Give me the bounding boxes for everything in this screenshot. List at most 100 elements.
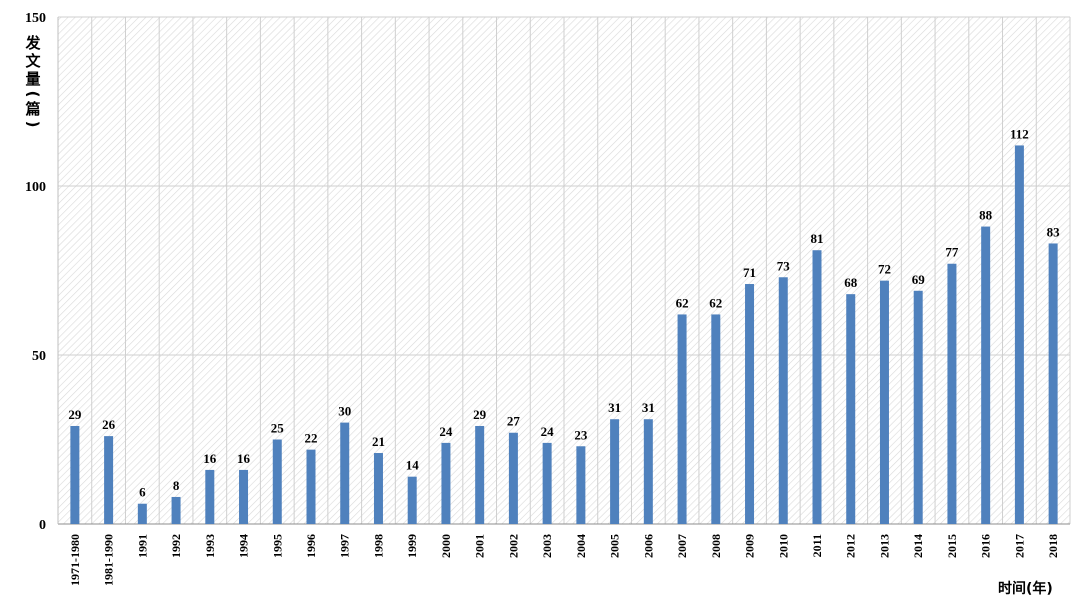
bar <box>306 449 316 524</box>
data-label: 77 <box>945 245 959 260</box>
x-tick-label: 2001 <box>473 534 487 558</box>
x-tick-label: 2017 <box>1012 534 1026 558</box>
y-tick-label: 150 <box>25 11 46 26</box>
data-label: 71 <box>743 265 756 280</box>
bar <box>407 476 417 524</box>
x-tick-label: 2005 <box>608 534 622 558</box>
bar <box>475 425 485 524</box>
x-tick-label: 2016 <box>979 534 993 558</box>
data-label: 62 <box>676 295 689 310</box>
data-label: 73 <box>777 258 791 273</box>
bar <box>745 284 755 524</box>
x-tick-label: 2013 <box>877 534 891 558</box>
bar <box>239 469 249 524</box>
bar <box>441 442 451 524</box>
y-axis-label-char: 文 <box>25 52 41 70</box>
bar <box>879 280 889 524</box>
x-tick-label: 2018 <box>1046 534 1060 558</box>
x-axis-label: 时间(年) <box>998 581 1053 597</box>
data-label: 29 <box>473 407 487 422</box>
bar <box>576 446 586 524</box>
data-label: 62 <box>709 295 722 310</box>
y-tick-label: 100 <box>25 180 46 195</box>
x-tick-label: 2012 <box>844 534 858 558</box>
x-tick-label: 1999 <box>405 534 419 558</box>
data-label: 83 <box>1047 224 1061 239</box>
x-tick-label: 2008 <box>709 534 723 558</box>
y-tick-label: 0 <box>39 518 46 533</box>
x-tick-label: 1995 <box>270 534 284 558</box>
data-label: 69 <box>912 272 926 287</box>
x-tick-label: 1993 <box>203 534 217 558</box>
data-label: 24 <box>439 424 453 439</box>
data-label: 26 <box>102 417 116 432</box>
data-label: 72 <box>878 262 891 277</box>
x-tick-label: 1997 <box>338 534 352 558</box>
data-label: 30 <box>338 404 351 419</box>
data-label: 22 <box>305 431 318 446</box>
bars <box>70 145 1058 524</box>
y-axis-label-char: ( <box>24 90 42 98</box>
x-tick-label: 1996 <box>304 534 318 558</box>
bar <box>981 226 991 524</box>
data-label: 81 <box>811 231 824 246</box>
x-tick-label: 2010 <box>776 534 790 558</box>
bar <box>137 503 147 524</box>
data-label: 31 <box>608 400 621 415</box>
bar <box>542 442 552 524</box>
bar <box>846 294 856 524</box>
x-tick-label: 1971-1980 <box>68 534 82 586</box>
data-label: 21 <box>372 434 385 449</box>
x-tick-label: 2000 <box>439 534 453 558</box>
x-tick-label: 2002 <box>506 534 520 558</box>
data-label: 16 <box>203 451 217 466</box>
data-label: 6 <box>139 485 146 500</box>
bar <box>1014 145 1024 524</box>
x-tick-label: 1991 <box>135 534 149 558</box>
x-tick-label: 1992 <box>169 534 183 558</box>
data-label: 29 <box>68 407 82 422</box>
bar <box>70 425 80 524</box>
x-tick-label: 1994 <box>237 534 251 558</box>
bar <box>812 250 822 524</box>
data-label: 27 <box>507 414 521 429</box>
x-tick-label: 1981-1990 <box>102 534 116 586</box>
bar <box>508 432 518 524</box>
data-label: 68 <box>844 275 858 290</box>
bar <box>1048 243 1058 524</box>
x-tick-label: 2011 <box>810 534 824 557</box>
data-label: 31 <box>642 400 655 415</box>
x-tick-label: 2015 <box>945 534 959 558</box>
bar <box>643 419 653 524</box>
data-label: 8 <box>173 478 180 493</box>
bar <box>340 422 350 524</box>
y-tick-labels: 0 50 100 150 <box>25 11 46 533</box>
bar <box>272 439 282 524</box>
x-tick-label: 2007 <box>675 534 689 558</box>
y-tick-label: 50 <box>32 349 46 364</box>
bar <box>677 314 687 524</box>
axes <box>57 17 1070 525</box>
y-axis-label-char: 发 <box>25 34 41 52</box>
bar <box>205 469 215 524</box>
x-tick-label: 2004 <box>574 534 588 558</box>
y-axis-label: 发文量 (篇) <box>16 34 50 134</box>
data-label: 24 <box>541 424 555 439</box>
y-axis-label-char: 篇 <box>25 100 41 118</box>
x-tick-label: 2009 <box>743 534 757 558</box>
data-label: 23 <box>574 427 588 442</box>
x-tick-label: 2014 <box>911 534 925 558</box>
x-tick-label: 2006 <box>641 534 655 558</box>
bar <box>104 436 114 524</box>
bar <box>711 314 721 524</box>
data-label: 25 <box>271 421 285 436</box>
data-label: 16 <box>237 451 251 466</box>
x-tick-labels: 1971-1980 1981-1990 1991 1992 1993 1994 1995 19… <box>68 534 1060 586</box>
data-label: 14 <box>406 458 420 473</box>
data-label: 88 <box>979 208 993 223</box>
bar <box>913 290 923 524</box>
bar <box>373 453 383 524</box>
